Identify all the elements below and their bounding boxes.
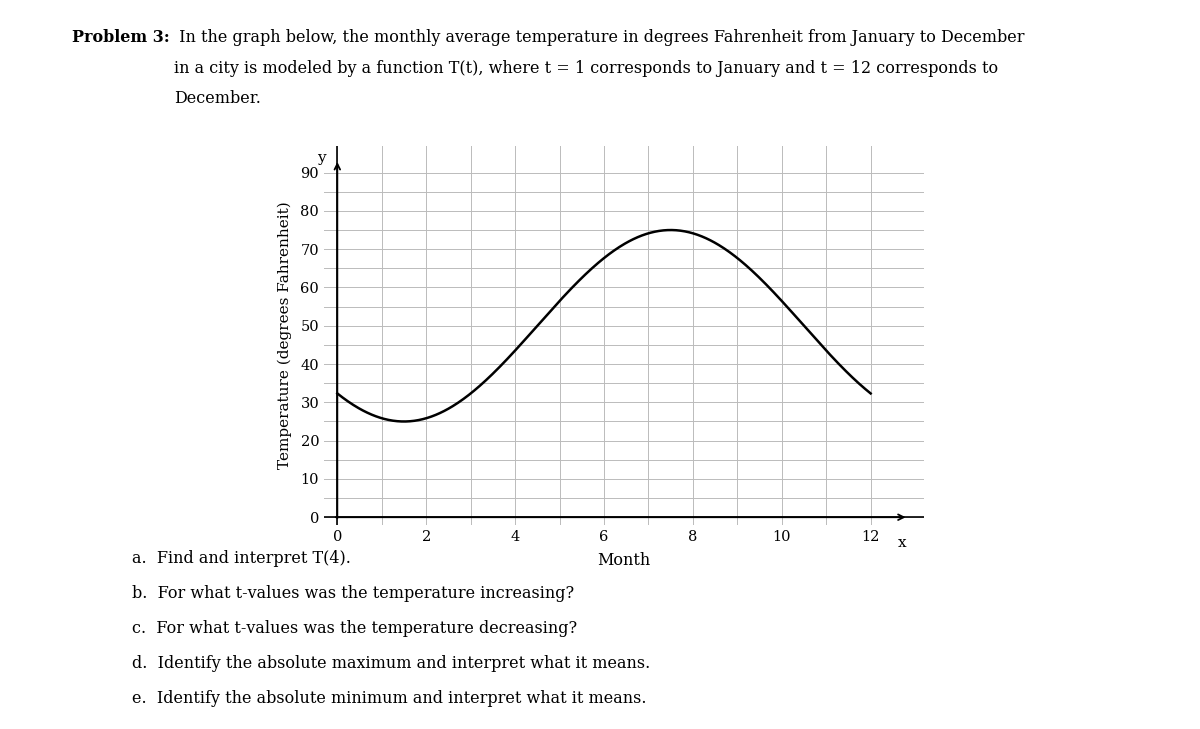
Text: December.: December.: [174, 90, 260, 107]
X-axis label: Month: Month: [598, 552, 650, 569]
Text: b.  For what t-values was the temperature increasing?: b. For what t-values was the temperature…: [132, 585, 574, 602]
Y-axis label: Temperature (degrees Fahrenheit): Temperature (degrees Fahrenheit): [277, 201, 292, 469]
Text: In the graph below, the monthly average temperature in degrees Fahrenheit from J: In the graph below, the monthly average …: [174, 29, 1025, 46]
Text: in a city is modeled by a function T(t), where t = 1 corresponds to January and : in a city is modeled by a function T(t),…: [174, 60, 998, 77]
Text: e.  Identify the absolute minimum and interpret what it means.: e. Identify the absolute minimum and int…: [132, 690, 647, 707]
Text: y: y: [318, 151, 326, 165]
Text: Problem 3:: Problem 3:: [72, 29, 169, 46]
Text: c.  For what t-values was the temperature decreasing?: c. For what t-values was the temperature…: [132, 620, 577, 637]
Text: x: x: [898, 537, 906, 550]
Text: d.  Identify the absolute maximum and interpret what it means.: d. Identify the absolute maximum and int…: [132, 655, 650, 672]
Text: a.  Find and interpret T(4).: a. Find and interpret T(4).: [132, 550, 350, 567]
